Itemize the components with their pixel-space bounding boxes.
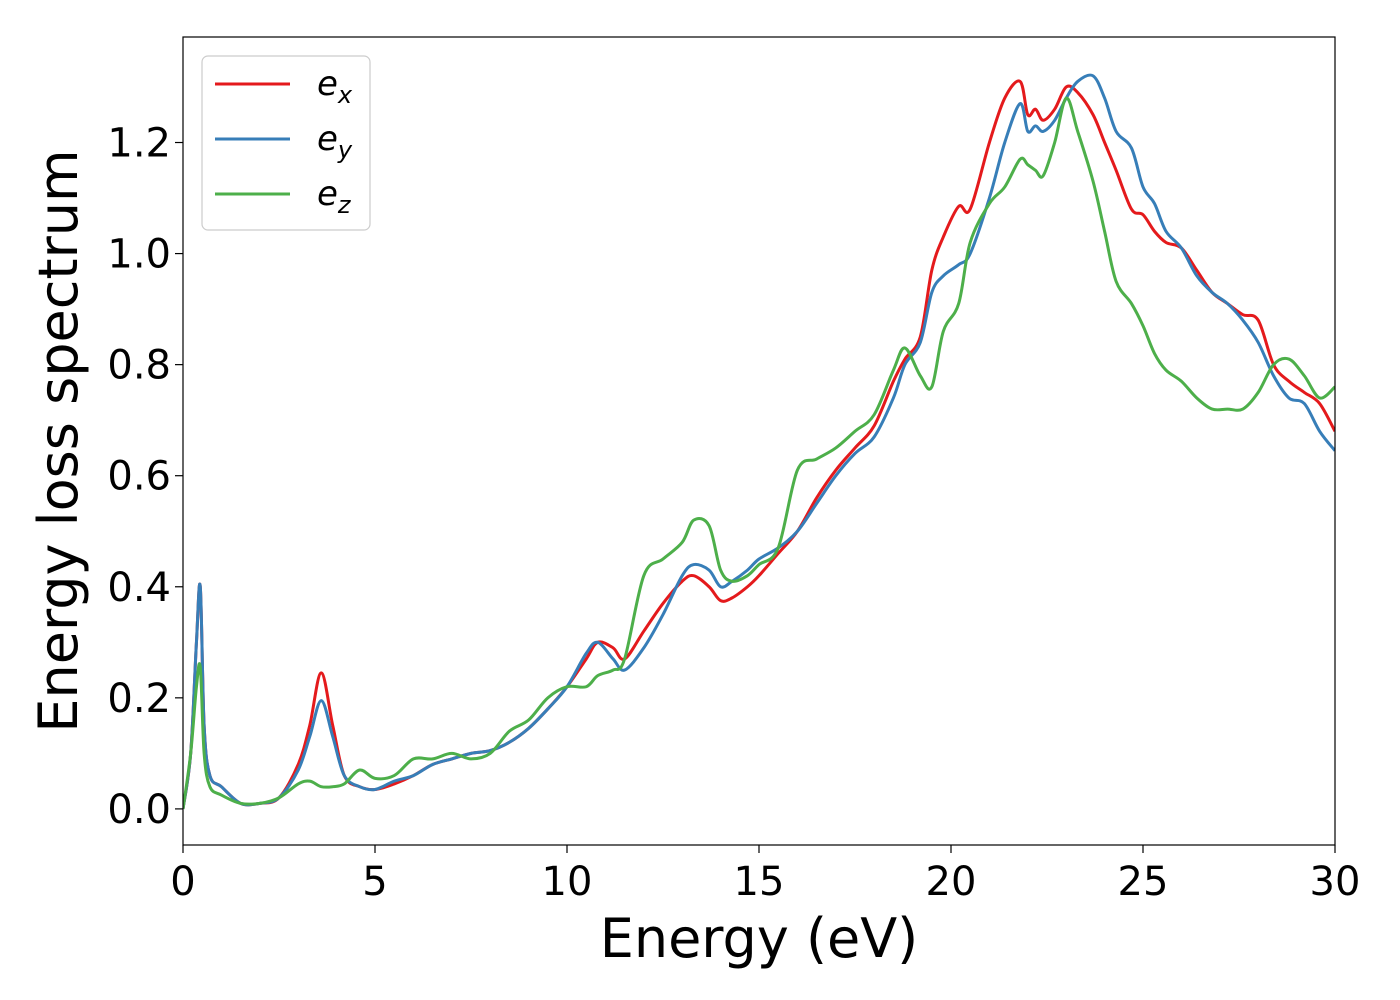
y-tick-label: 0.0 [107, 787, 171, 833]
y-tick-label: 0.6 [107, 454, 171, 500]
legend-label-x: ex [317, 64, 353, 109]
x-axis: 0 5 10 15 20 25 30 [170, 845, 1360, 905]
y-tick-label: 0.2 [107, 676, 171, 722]
series-line-z [183, 96, 1335, 810]
x-axis-label: Energy (eV) [600, 907, 919, 970]
legend-label-z: ez [317, 174, 352, 219]
legend-label-sub: x [337, 81, 353, 109]
legend-label-y: ey [317, 119, 353, 164]
y-tick-label: 1.0 [107, 232, 171, 278]
y-tick-label: 0.8 [107, 343, 171, 389]
y-tick-label: 0.4 [107, 565, 171, 611]
series-line-x [183, 79, 1335, 810]
x-tick-label: 15 [734, 859, 785, 905]
legend-label-sub: z [337, 191, 352, 219]
x-tick-label: 0 [170, 859, 195, 905]
y-axis: 0.0 0.2 0.4 0.6 0.8 1.0 1.2 [107, 121, 183, 833]
x-tick-label: 20 [926, 859, 977, 905]
plot-layer [183, 73, 1335, 810]
x-tick-label: 30 [1310, 859, 1361, 905]
series-line-y [183, 73, 1335, 810]
legend-label-main: e [317, 119, 338, 159]
legend-label-main: e [317, 174, 338, 214]
legend-box [201, 55, 371, 231]
y-tick-label: 1.2 [107, 121, 171, 167]
x-tick-label: 10 [542, 859, 593, 905]
y-axis-label: Energy loss spectrum [27, 149, 90, 732]
legend-label-main: e [317, 64, 338, 104]
x-tick-label: 25 [1118, 859, 1169, 905]
legend-label-sub: y [337, 136, 353, 164]
x-tick-label: 5 [362, 859, 387, 905]
